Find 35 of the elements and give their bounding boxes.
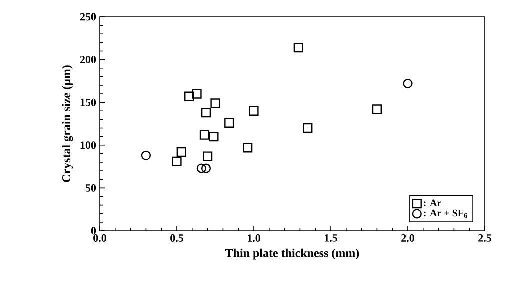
point bbox=[372, 104, 382, 114]
y-tick-label: 50 bbox=[86, 184, 96, 192]
y-tick-label: 0 bbox=[91, 227, 96, 235]
point bbox=[303, 123, 313, 134]
legend-label: : Ar bbox=[424, 200, 442, 207]
point bbox=[249, 106, 259, 116]
point bbox=[196, 164, 206, 174]
point bbox=[184, 92, 194, 102]
x-tick-label: 0.0 bbox=[94, 234, 106, 242]
point bbox=[201, 164, 212, 174]
x-tick-label: 1.0 bbox=[248, 234, 260, 242]
x-tick-label: 0.5 bbox=[170, 234, 184, 242]
x-tick-label: 2.5 bbox=[478, 234, 492, 242]
point bbox=[210, 98, 220, 108]
point bbox=[141, 150, 152, 160]
point bbox=[403, 78, 413, 89]
y-tick-label: 150 bbox=[80, 98, 96, 106]
x-tick-label: 1.5 bbox=[325, 234, 338, 242]
point bbox=[192, 89, 202, 99]
point bbox=[176, 147, 186, 158]
legend-label: : Ar + SF$_{6}$ bbox=[424, 210, 468, 218]
point bbox=[224, 118, 234, 128]
point bbox=[243, 143, 253, 153]
point bbox=[200, 130, 210, 140]
y-tick-label: 100 bbox=[80, 142, 96, 150]
point bbox=[172, 156, 182, 166]
point bbox=[209, 132, 219, 142]
x-axis-title: Thin plate thickness (mm) bbox=[226, 248, 360, 260]
y-tick-label: 200 bbox=[80, 56, 96, 64]
y-tick-label: 250 bbox=[80, 13, 96, 21]
x-tick-label: 2.0 bbox=[402, 234, 414, 242]
point bbox=[203, 152, 213, 162]
point bbox=[294, 43, 304, 53]
point bbox=[201, 108, 212, 118]
y-axis-title: Crystal grain size (µm) bbox=[62, 66, 74, 182]
